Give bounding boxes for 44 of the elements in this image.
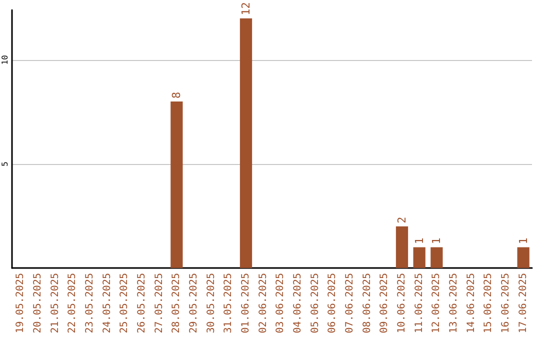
- x-tick-label: 04.06.2025: [292, 273, 304, 334]
- x-tick-label: 15.06.2025: [483, 273, 494, 334]
- x-tick-label: 30.05.2025: [206, 273, 217, 334]
- x-tick-label: 22.05.2025: [67, 273, 78, 334]
- x-tick-label: 24.05.2025: [102, 273, 113, 334]
- data-label: 12: [240, 2, 252, 16]
- x-tick-label: 27.05.2025: [154, 273, 165, 334]
- x-tick-label: 21.05.2025: [50, 273, 61, 334]
- x-tick-label: 17.06.2025: [518, 273, 529, 334]
- x-tick-label: 05.06.2025: [310, 273, 321, 334]
- x-tick-label: 11.06.2025: [414, 273, 425, 334]
- y-tick-label: 10: [0, 54, 10, 65]
- x-tick-label: 14.06.2025: [466, 273, 477, 334]
- x-tick-label: 10.06.2025: [396, 273, 408, 334]
- x-tick-label: 09.06.2025: [379, 273, 390, 334]
- x-tick-label: 13.06.2025: [448, 273, 460, 334]
- bar: [240, 18, 252, 268]
- x-tick-label: 25.05.2025: [119, 273, 130, 334]
- x-tick-label: 02.06.2025: [258, 273, 269, 334]
- x-tick-label: 29.05.2025: [188, 273, 200, 334]
- data-label: 1: [412, 238, 426, 244]
- x-tick-label: 26.05.2025: [136, 273, 148, 334]
- x-tick-label: 12.06.2025: [431, 273, 442, 334]
- x-tick-label: 16.06.2025: [500, 273, 512, 334]
- x-tick-label: 03.06.2025: [275, 273, 286, 334]
- bar: [413, 247, 426, 268]
- data-label: 2: [396, 216, 408, 224]
- data-label: 1: [430, 238, 444, 244]
- x-tick-label: 20.05.2025: [32, 273, 44, 334]
- x-tick-label: 31.05.2025: [223, 273, 234, 334]
- x-tick-label: 01.06.2025: [240, 273, 252, 334]
- x-tick-label: 08.06.2025: [362, 273, 373, 334]
- x-tick-label: 07.06.2025: [344, 273, 356, 334]
- bar: [517, 247, 530, 268]
- bar: [396, 226, 408, 268]
- data-label: 1: [516, 238, 530, 244]
- x-tick-label: 23.05.2025: [84, 273, 96, 334]
- bar: [430, 247, 443, 268]
- x-tick-label: 06.06.2025: [327, 273, 338, 334]
- x-tick-label: 19.05.2025: [15, 273, 26, 334]
- data-label: 8: [170, 92, 184, 99]
- x-tick-label: 28.05.2025: [171, 273, 182, 334]
- bar: [170, 102, 183, 268]
- y-tick-label: 5: [0, 161, 10, 166]
